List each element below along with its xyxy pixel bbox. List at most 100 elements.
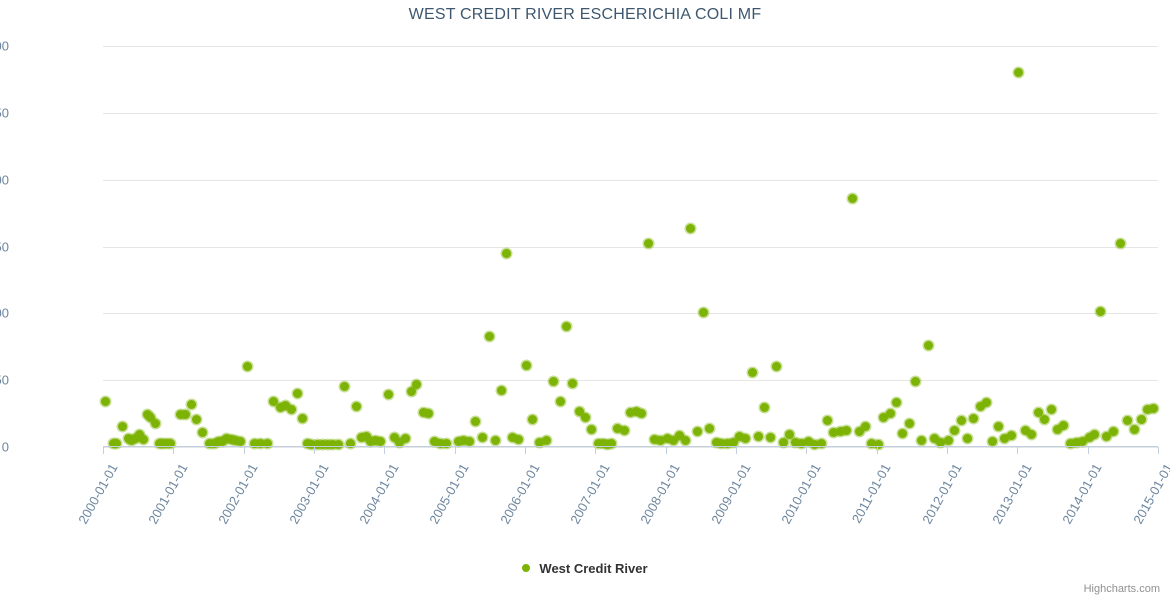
scatter-point[interactable] — [150, 418, 160, 428]
scatter-point[interactable] — [580, 413, 590, 423]
scatter-point[interactable] — [256, 439, 266, 449]
scatter-point[interactable] — [1123, 416, 1133, 426]
scatter-point[interactable] — [1090, 430, 1100, 440]
scatter-point[interactable] — [728, 438, 738, 448]
scatter-point[interactable] — [528, 414, 538, 424]
scatter-point[interactable] — [885, 409, 895, 419]
scatter-point[interactable] — [561, 321, 571, 331]
scatter-point[interactable] — [956, 416, 966, 426]
scatter-point[interactable] — [1102, 431, 1112, 441]
scatter-point[interactable] — [542, 435, 552, 445]
scatter-point[interactable] — [568, 379, 578, 389]
scatter-point[interactable] — [841, 425, 851, 435]
scatter-point[interactable] — [424, 408, 434, 418]
scatter-point[interactable] — [778, 437, 788, 447]
scatter-point[interactable] — [384, 389, 394, 399]
scatter-point[interactable] — [1148, 404, 1158, 413]
scatter-point[interactable] — [975, 401, 985, 411]
scatter-point[interactable] — [923, 340, 933, 350]
scatter-point[interactable] — [936, 438, 946, 448]
scatter-point[interactable] — [100, 397, 110, 407]
scatter-point[interactable] — [484, 331, 494, 341]
scatter-point[interactable] — [879, 413, 889, 423]
scatter-point[interactable] — [929, 434, 939, 444]
scatter-point[interactable] — [904, 418, 914, 428]
scatter-point[interactable] — [521, 361, 531, 371]
scatter-point[interactable] — [334, 440, 344, 450]
scatter-point[interactable] — [705, 423, 715, 433]
scatter-point[interactable] — [1040, 414, 1050, 424]
scatter-point[interactable] — [1033, 408, 1043, 418]
scatter-point[interactable] — [146, 412, 156, 422]
scatter-point[interactable] — [1013, 68, 1023, 78]
scatter-point[interactable] — [292, 389, 302, 399]
scatter-point[interactable] — [361, 431, 371, 441]
scatter-point[interactable] — [656, 436, 666, 446]
scatter-point[interactable] — [418, 407, 428, 417]
scatter-point[interactable] — [735, 432, 745, 442]
scatter-point[interactable] — [1084, 433, 1094, 443]
scatter-point[interactable] — [412, 380, 422, 390]
scatter-point[interactable] — [619, 426, 629, 436]
scatter-point[interactable] — [803, 436, 813, 446]
scatter-point[interactable] — [891, 398, 901, 408]
scatter-point[interactable] — [322, 440, 332, 450]
scatter-point[interactable] — [555, 397, 565, 407]
scatter-point[interactable] — [993, 422, 1003, 432]
scatter-point[interactable] — [269, 397, 279, 407]
scatter-point[interactable] — [943, 435, 953, 445]
scatter-point[interactable] — [118, 421, 128, 431]
scatter-point[interactable] — [741, 434, 751, 444]
scatter-point[interactable] — [180, 410, 190, 420]
scatter-point[interactable] — [130, 434, 140, 444]
scatter-point[interactable] — [1071, 437, 1081, 447]
scatter-point[interactable] — [328, 440, 338, 450]
scatter-point[interactable] — [453, 437, 463, 447]
scatter-point[interactable] — [1129, 424, 1139, 434]
scatter-point[interactable] — [477, 432, 487, 442]
scatter-point[interactable] — [514, 435, 524, 444]
scatter-point[interactable] — [711, 437, 721, 447]
scatter-point[interactable] — [1116, 238, 1126, 248]
scatter-point[interactable] — [535, 437, 545, 447]
scatter-point[interactable] — [166, 439, 176, 449]
scatter-point[interactable] — [747, 367, 757, 377]
scatter-point[interactable] — [643, 238, 653, 248]
scatter-point[interactable] — [192, 414, 202, 424]
scatter-point[interactable] — [306, 439, 316, 449]
scatter-point[interactable] — [400, 434, 410, 444]
highcharts-credits-link[interactable]: Highcharts.com — [1083, 583, 1160, 595]
scatter-point[interactable] — [898, 428, 908, 438]
scatter-point[interactable] — [1136, 414, 1146, 424]
scatter-point[interactable] — [593, 438, 603, 448]
scatter-point[interactable] — [1020, 425, 1030, 435]
scatter-point[interactable] — [351, 402, 361, 412]
scatter-point[interactable] — [829, 427, 839, 437]
scatter-point[interactable] — [1095, 307, 1105, 317]
scatter-point[interactable] — [1000, 434, 1010, 444]
scatter-point[interactable] — [471, 416, 481, 426]
scatter-point[interactable] — [507, 433, 517, 443]
scatter-point[interactable] — [1142, 405, 1152, 415]
scatter-point[interactable] — [686, 223, 696, 233]
scatter-point[interactable] — [962, 434, 972, 444]
scatter-point[interactable] — [987, 436, 997, 446]
scatter-point[interactable] — [587, 424, 597, 434]
scatter-point[interactable] — [430, 436, 440, 446]
chart-legend[interactable]: West Credit River — [0, 560, 1170, 576]
scatter-point[interactable] — [275, 402, 285, 412]
scatter-point[interactable] — [1052, 425, 1062, 435]
scatter-point[interactable] — [436, 438, 446, 448]
scatter-point[interactable] — [675, 431, 685, 441]
scatter-point[interactable] — [835, 426, 845, 436]
scatter-point[interactable] — [950, 425, 960, 435]
scatter-point[interactable] — [1046, 404, 1056, 414]
scatter-point[interactable] — [772, 361, 782, 371]
scatter-point[interactable] — [723, 439, 733, 449]
scatter-point[interactable] — [340, 381, 350, 391]
scatter-point[interactable] — [1078, 436, 1088, 446]
scatter-point[interactable] — [680, 436, 690, 446]
scatter-point[interactable] — [1026, 430, 1036, 440]
scatter-point[interactable] — [754, 431, 763, 441]
scatter-point[interactable] — [917, 436, 927, 446]
